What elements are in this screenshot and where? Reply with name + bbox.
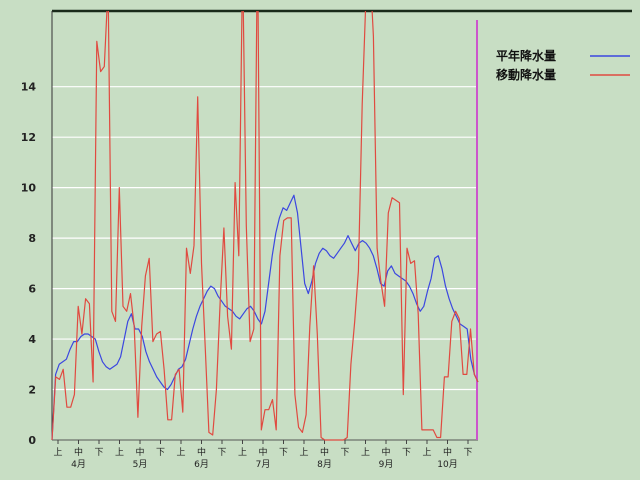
legend-label: 移動降水量 [496,67,556,82]
x-period-label: 上 [299,447,308,458]
y-tick-label: 10 [21,182,37,195]
axes [51,9,632,444]
x-period-label: 中 [381,446,390,458]
legend-label: 平年降水量 [496,48,556,63]
y-tick-label: 4 [28,333,36,346]
x-period-label: 下 [94,448,103,458]
x-month-label: 8月 [317,459,332,470]
x-period-label: 上 [238,447,247,458]
x-month-label: 5月 [133,459,148,470]
x-period-label: 上 [422,447,431,458]
tick-labels: 02468101214上中下上中下上中下上中下上中下上中下上中下4月 5月 6月 7月… [21,81,473,470]
x-period-label: 下 [217,448,226,458]
x-period-label: 中 [135,446,144,458]
x-period-label: 上 [53,447,62,458]
x-period-label: 上 [176,447,185,458]
x-period-label: 中 [258,446,267,458]
x-month-label: 10月 [437,459,457,470]
x-period-label: 中 [74,446,83,458]
x-period-label: 上 [115,447,124,458]
x-period-label: 中 [443,446,452,458]
x-month-label: 4月 [71,459,86,470]
x-period-label: 中 [197,446,206,458]
x-period-label: 下 [402,448,411,458]
y-tick-label: 8 [28,232,36,245]
y-tick-label: 12 [21,131,36,144]
series-line-normal [51,194,479,441]
x-period-label: 上 [361,447,370,458]
y-tick-label: 6 [28,283,36,296]
x-month-label: 9月 [379,459,394,470]
x-period-label: 下 [463,448,472,458]
x-month-label: 6月 [194,459,209,470]
x-period-label: 下 [340,448,349,458]
series-line-moving [51,11,479,441]
x-period-label: 下 [156,448,165,458]
x-month-label: 7月 [256,459,271,470]
grid-lines [52,86,478,391]
y-tick-label: 2 [28,384,36,397]
series-lines [51,11,479,441]
y-tick-label: 0 [28,434,36,447]
x-period-label: 中 [320,446,329,458]
y-tick-label: 14 [21,81,37,94]
x-period-label: 下 [279,448,288,458]
